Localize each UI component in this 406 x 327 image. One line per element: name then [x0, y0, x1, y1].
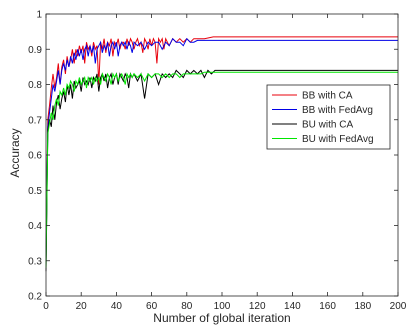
series-line-2: [45, 37, 398, 261]
x-tick-label: 200: [390, 301, 406, 312]
x-axis-label: Number of global iteration: [153, 311, 290, 325]
series-line-4: [45, 71, 398, 268]
x-tick-label: 0: [43, 301, 49, 312]
y-tick-label: 0.6: [28, 151, 42, 162]
x-tick-label: 60: [146, 301, 158, 312]
y-axis-label: Accuracy: [8, 128, 22, 177]
x-tick-label: 180: [354, 301, 371, 312]
x-tick-label: 100: [214, 301, 231, 312]
y-tick-label: 0.3: [28, 256, 42, 267]
series-layer: [45, 36, 398, 272]
legend: BB with CA BB with FedAvg BU with CA BU wit…: [266, 84, 391, 150]
y-tick-label: 0.4: [28, 221, 42, 232]
y-tick-label: 0.5: [28, 186, 42, 197]
y-tick-label: 0.9: [28, 45, 42, 56]
x-tick-label: 160: [319, 301, 336, 312]
legend-label-3: BU with CA: [302, 120, 353, 131]
y-tick-label: 0.8: [28, 80, 42, 91]
x-tick-label: 140: [284, 301, 301, 312]
x-tick-label: 40: [111, 301, 123, 312]
legend-label-2: BB with FedAvg: [302, 105, 373, 116]
y-tick-label: 0.2: [28, 292, 42, 303]
y-tick-label: 0.7: [28, 115, 42, 126]
ticks-layer: 0 20 40 60 80 100 120 140 160 180 200 0.2 0.3 0.4 0.5 0…: [28, 10, 406, 313]
y-tick-label: 1: [36, 10, 42, 21]
legend-label-1: BB with CA: [302, 91, 353, 102]
x-tick-label: 80: [181, 301, 193, 312]
x-tick-label: 120: [249, 301, 266, 312]
x-tick-label: 20: [76, 301, 88, 312]
legend-label-4: BU with FedAvg: [302, 134, 374, 145]
